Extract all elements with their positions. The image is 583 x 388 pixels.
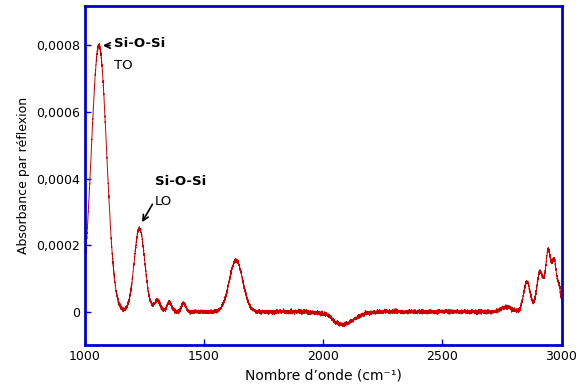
- Text: LO: LO: [155, 196, 172, 208]
- Text: TO: TO: [114, 59, 132, 72]
- Text: Si-O-Si: Si-O-Si: [155, 175, 206, 189]
- Y-axis label: Absorbance par réflexion: Absorbance par réflexion: [17, 97, 30, 254]
- Text: Si-O-Si: Si-O-Si: [114, 37, 165, 50]
- X-axis label: Nombre d’onde (cm⁻¹): Nombre d’onde (cm⁻¹): [245, 369, 402, 383]
